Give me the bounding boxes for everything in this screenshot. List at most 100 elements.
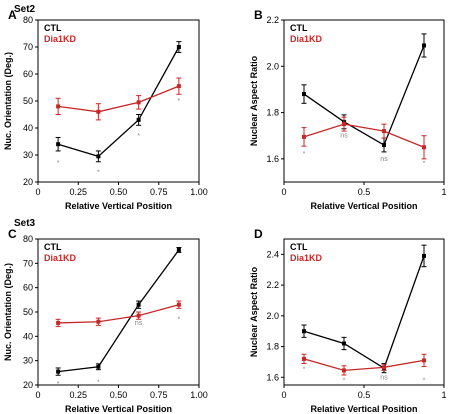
y-tick-label: 2.2: [266, 280, 279, 290]
y-tick-label: 70: [23, 42, 33, 52]
data-point: [422, 145, 426, 150]
x-tick-label: 1: [441, 187, 446, 197]
panel-b: B 0 0.5 1 1.6 1.8 2.0 2.2 Relative Vertical Posi…: [249, 8, 447, 211]
x-axis-label: Relative Vertical Position: [65, 201, 172, 211]
y-tick-label: 50: [23, 96, 33, 106]
panel-letter: A: [8, 8, 17, 22]
data-point: [136, 302, 141, 307]
x-tick-label: 0: [281, 390, 286, 400]
significance-label: *: [178, 316, 181, 323]
y-tick-label: 30: [23, 356, 33, 366]
panel-a: A 0 0.25 0.50 0.75 1.00 20 30 40 50 60 70 80 Relative…: [3, 8, 208, 211]
x-tick-label: 0.50: [110, 390, 128, 400]
y-tick-label: 1.8: [266, 342, 279, 352]
panel-letter: C: [8, 227, 17, 241]
data-point: [136, 100, 141, 105]
x-tick-label: 0.5: [358, 187, 371, 197]
data-point: [382, 129, 386, 134]
panel-c: C 0 0.25 0.50 0.75 1.00 20 30 40 50 60 70 80 Relative…: [3, 227, 208, 414]
data-point: [422, 43, 426, 48]
data-point: [56, 320, 61, 325]
significance-label: ns: [380, 374, 388, 381]
x-tick-label: 0.75: [150, 390, 168, 400]
y-tick-label: 70: [23, 258, 33, 268]
plot-frame: [37, 19, 200, 183]
y-tick-label: 2.2: [266, 15, 279, 25]
x-axis-label: Relative Vertical Position: [310, 404, 417, 414]
y-tick-label: 2.4: [266, 249, 279, 259]
series-line-dia1kd: [303, 358, 425, 372]
significance-label: ns: [340, 133, 348, 140]
panel-letter: B: [254, 8, 263, 22]
x-tick-label: 1.00: [190, 390, 208, 400]
significance-label: *: [423, 160, 426, 167]
data-point: [382, 142, 386, 147]
data-point: [342, 341, 346, 346]
x-tick-label: 0: [281, 187, 286, 197]
legend-entry-ctl: CTL: [290, 242, 308, 252]
panels: A0 0.25 0.50 0.75 1.0020304050607080Relative…: [3, 8, 447, 414]
data-point: [56, 142, 61, 147]
significance-label: *: [57, 381, 60, 388]
y-axis-label: Nuc. Orientation (Deg.): [3, 263, 13, 361]
data-point: [96, 319, 101, 324]
y-tick-label: 20: [23, 177, 33, 187]
significance-label: *: [97, 170, 100, 177]
panel-d: D 0 0.5 1 1.6 1.8 2.0 2.2 2.4 Relative Vertical P…: [249, 227, 447, 414]
data-point: [176, 302, 181, 307]
data-point: [56, 369, 61, 374]
legend-entry-dia1kd: Dia1KD: [290, 253, 323, 263]
x-axis-label: Relative Vertical Position: [65, 404, 172, 414]
data-point: [136, 117, 141, 122]
significance-label: *: [423, 377, 426, 384]
y-tick-label: 40: [23, 123, 33, 133]
x-tick-label: 0.75: [150, 187, 168, 197]
legend-entry-ctl: CTL: [44, 23, 62, 33]
data-point: [96, 364, 101, 369]
x-tick-label: 0: [35, 187, 40, 197]
x-tick-label: 0.25: [69, 390, 87, 400]
series-line-dia1kd: [58, 304, 180, 324]
significance-label: *: [178, 98, 181, 105]
data-point: [302, 134, 306, 139]
y-tick-label: 80: [23, 234, 33, 244]
series-line-ctl: [58, 249, 180, 373]
significance-label: *: [303, 367, 306, 374]
series-line-ctl: [303, 255, 425, 370]
data-point: [176, 45, 181, 49]
significance-label: *: [57, 160, 60, 167]
data-point: [342, 122, 346, 127]
significance-label: *: [97, 380, 100, 387]
significance-label: *: [303, 151, 306, 158]
x-tick-label: 0.25: [69, 187, 87, 197]
series-line-dia1kd: [303, 123, 425, 148]
y-tick-label: 30: [23, 150, 33, 160]
y-tick-label: 2.0: [266, 311, 279, 321]
series-line-ctl: [57, 46, 180, 158]
data-point: [342, 368, 346, 373]
data-point: [136, 313, 141, 318]
y-axis-label: Nuc. Orientation (Deg.): [3, 52, 13, 150]
y-tick-label: 20: [23, 380, 33, 390]
legend-entry-ctl: CTL: [44, 242, 62, 252]
y-tick-label: 60: [23, 283, 33, 293]
data-point: [422, 358, 426, 363]
x-tick-label: 0.5: [358, 390, 371, 400]
legend-entry-ctl: CTL: [290, 23, 308, 33]
significance-label: *: [343, 377, 346, 384]
y-tick-label: 50: [23, 307, 33, 317]
significance-label: ns: [135, 320, 143, 327]
significance-label: *: [137, 133, 140, 140]
data-point: [96, 109, 101, 114]
plot-frame: [283, 19, 445, 183]
y-tick-label: 1.6: [266, 154, 279, 164]
y-axis-label: Nuclear Aspect Ratio: [249, 266, 259, 357]
y-axis-label: Nuclear Aspect Ratio: [249, 55, 259, 146]
data-point: [302, 92, 306, 97]
x-axis-label: Relative Vertical Position: [310, 201, 417, 211]
legend-entry-dia1kd: Dia1KD: [290, 34, 323, 44]
set-label-top: Set2: [14, 4, 36, 15]
data-point: [422, 253, 426, 258]
x-tick-label: 0: [35, 390, 40, 400]
